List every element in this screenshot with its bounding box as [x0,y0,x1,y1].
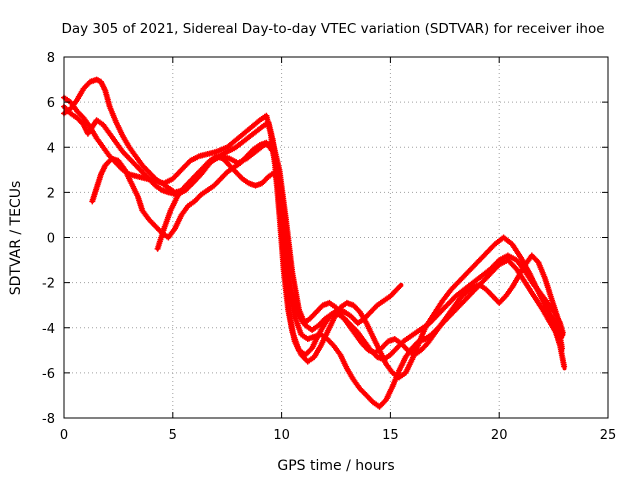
y-tick-label: 6 [47,96,55,111]
y-tick-label: -4 [42,322,55,337]
x-tick-label: 15 [382,428,399,443]
x-axis-label: GPS time / hours [277,458,394,474]
chart-title: Day 305 of 2021, Sidereal Day-to-day VTE… [61,21,604,37]
y-tick-label: 4 [47,141,55,156]
x-tick-label: 10 [273,428,290,443]
x-tick-label: 5 [169,428,177,443]
axis-ticks [63,56,609,419]
y-axis-label: SDTVAR / TECUs [8,181,24,296]
y-tick-labels: -8 -6 -4 -2 0 2 4 6 8 [42,51,55,427]
x-tick-labels: 0 5 10 15 20 25 [60,428,616,443]
series-trace [62,104,566,362]
data-series [61,76,568,410]
grid [64,57,608,418]
y-tick-label: 8 [47,51,55,66]
series-trace [62,77,565,380]
plus-markers [154,153,565,358]
y-tick-label: -6 [42,367,55,382]
y-tick-label: 0 [47,232,55,247]
y-tick-label: -2 [42,277,55,292]
series-pass-3 [61,103,566,363]
y-tick-label: 2 [47,186,55,201]
plus-markers [61,103,566,363]
x-tick-label: 20 [491,428,508,443]
series-pass-5 [154,153,565,358]
x-tick-label: 25 [600,428,617,443]
x-tick-label: 0 [60,428,68,443]
y-tick-label: -8 [42,412,55,427]
